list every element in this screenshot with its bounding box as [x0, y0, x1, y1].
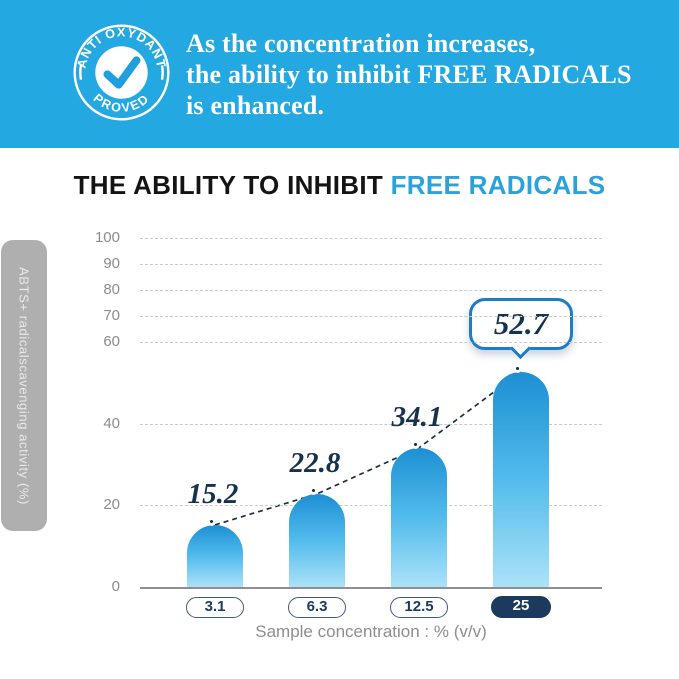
- value-label: 15.2: [187, 477, 239, 510]
- badge-outer-ring: [73, 24, 170, 121]
- y-axis-tab: ABTS+ radicalscavenging activity (%): [1, 240, 47, 531]
- y-tick-label: 70: [103, 307, 120, 324]
- hero-headline: As the concentration increases, the abil…: [186, 28, 632, 121]
- section-title-accent: FREE RADICALS: [390, 170, 606, 200]
- check-icon: [103, 56, 141, 89]
- x-axis-caption: Sample concentration : % (v/v): [255, 622, 487, 641]
- value-label: 34.1: [391, 400, 443, 433]
- bar: [289, 493, 345, 587]
- y-axis-label: ABTS+ radicalscavenging activity (%): [16, 266, 32, 505]
- y-tick-label: 0: [111, 578, 120, 595]
- category-pill: 12.5: [390, 597, 448, 618]
- hero-headline-line-2: the ability to inhibit FREE RADICALS: [186, 60, 632, 89]
- gridline: [140, 290, 602, 291]
- category-pill: 6.3: [288, 597, 346, 618]
- y-tick-label: 60: [103, 333, 120, 350]
- value-label: 22.8: [289, 446, 341, 479]
- y-tick-label: 80: [103, 281, 120, 298]
- bar-top-dot: [513, 363, 522, 373]
- gridline: [140, 342, 602, 343]
- bar: [493, 371, 549, 587]
- bar-top-dot: [411, 439, 420, 449]
- bar: [187, 524, 243, 587]
- category-pill: 3.1: [186, 597, 244, 618]
- hero-headline-line-1: As the concentration increases,: [186, 29, 536, 58]
- badge-right-dash: [160, 65, 164, 80]
- badge-left-dash: [79, 65, 83, 80]
- y-tick-label: 90: [103, 255, 120, 272]
- gridline: [140, 505, 602, 507]
- bar: [391, 447, 447, 587]
- hero-band: ANTI OXYDANT PROVED As the concentration…: [0, 0, 679, 148]
- value-callout: 52.7: [469, 298, 573, 360]
- y-tick-label: 100: [94, 229, 120, 246]
- bar-top-dot: [309, 485, 318, 495]
- gridline: [140, 316, 602, 317]
- y-tick-label: 40: [103, 414, 120, 432]
- x-axis-baseline: [140, 587, 602, 589]
- gridline: [140, 423, 602, 425]
- gridline: [140, 264, 602, 265]
- gridline: [140, 238, 602, 239]
- antioxidant-proved-badge: ANTI OXYDANT PROVED: [73, 24, 170, 121]
- y-tick-label: 20: [103, 496, 120, 514]
- section-title-prefix: THE ABILITY TO INHIBIT: [73, 170, 391, 200]
- bar-top-dot: [207, 516, 216, 526]
- hero-headline-line-3: is enhanced.: [186, 91, 325, 120]
- category-pill: 25: [491, 596, 551, 618]
- section-title: THE ABILITY TO INHIBIT FREE RADICALS: [0, 170, 679, 201]
- callout-value: 52.7: [493, 306, 549, 341]
